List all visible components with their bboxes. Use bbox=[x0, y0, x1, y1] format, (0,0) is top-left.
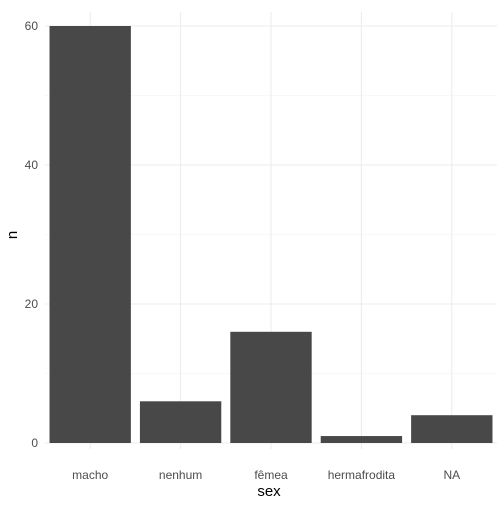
x-tick-layer: macho nenhum fêmea hermafrodita NA bbox=[72, 468, 460, 482]
y-axis-title: n bbox=[4, 231, 21, 239]
x-tick-label: nenhum bbox=[159, 468, 202, 482]
bar-nenhum bbox=[139, 401, 222, 443]
x-tick-label: NA bbox=[443, 468, 460, 482]
x-tick-label: hermafrodita bbox=[328, 468, 396, 482]
y-tick-label: 20 bbox=[25, 297, 39, 311]
x-axis-title: sex bbox=[257, 483, 281, 500]
y-tick-label: 0 bbox=[31, 436, 38, 450]
x-tick-label: fêmea bbox=[254, 468, 288, 482]
y-tick-label: 40 bbox=[25, 158, 39, 172]
x-tick-label: macho bbox=[72, 468, 108, 482]
y-tick-label: 60 bbox=[25, 19, 39, 33]
bar-hermafrodita bbox=[320, 436, 403, 443]
bar-macho bbox=[49, 26, 131, 443]
bar-layer bbox=[49, 26, 493, 443]
bar-f-mea bbox=[230, 331, 312, 443]
bar-na bbox=[411, 415, 493, 443]
y-tick-layer: 0 20 40 60 bbox=[25, 19, 39, 450]
